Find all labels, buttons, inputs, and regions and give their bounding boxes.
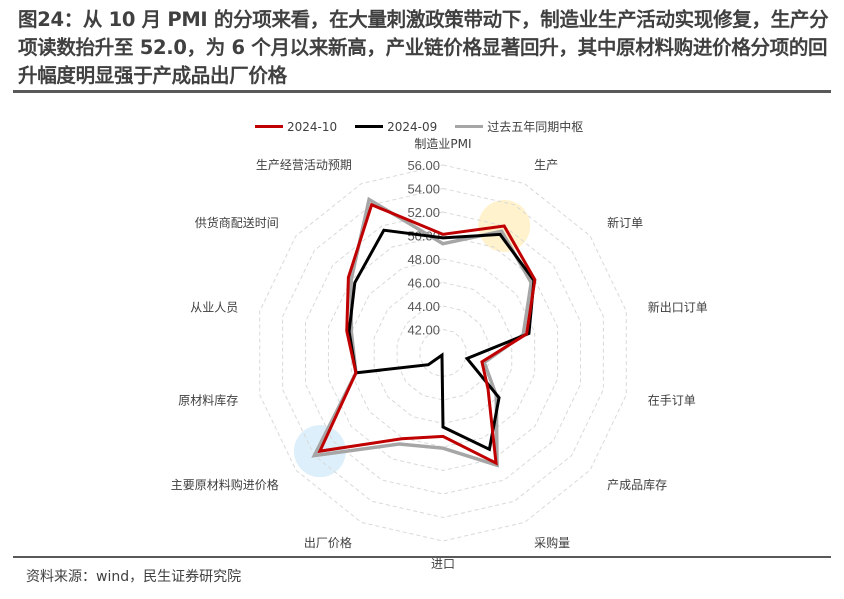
data-point	[427, 364, 429, 366]
category-label: 原材料库存	[178, 393, 238, 408]
figure-title: 图24：从 10 月 PMI 的分项来看，在大量刺激政策带动下，制造业生产活动实…	[18, 8, 829, 87]
grid-ring	[259, 164, 627, 542]
tick-label: 48.00	[407, 252, 440, 267]
legend-swatch	[355, 125, 384, 128]
category-label: 在手订单	[648, 394, 696, 408]
category-label: 供货商配送时间	[195, 215, 279, 230]
tick-label: 52.00	[407, 205, 440, 220]
category-label: 主要原材料购进价格	[171, 477, 279, 492]
category-label: 采购量	[534, 535, 570, 550]
legend-item-2024-09: 2024-09	[355, 118, 437, 135]
grid-ring	[282, 187, 604, 519]
data-point	[487, 388, 489, 390]
title-divider	[13, 90, 831, 93]
tick-label: 42.00	[407, 323, 440, 338]
category-label: 新出口订单	[648, 299, 708, 314]
legend-item-five-year: 过去五年同期中枢	[455, 118, 583, 135]
data-point	[313, 455, 315, 457]
data-point	[534, 279, 536, 281]
footer-divider	[13, 556, 831, 558]
data-point	[401, 438, 403, 440]
legend-swatch	[455, 125, 484, 128]
legend: 2024-10 2024-09 过去五年同期中枢	[255, 118, 583, 135]
category-label: 制造业PMI	[414, 137, 471, 151]
data-point	[481, 361, 483, 363]
data-point	[488, 448, 490, 450]
data-point	[503, 225, 505, 227]
series-line-2024-09	[347, 228, 536, 452]
category-label: 生产经营活动预期	[256, 158, 352, 172]
data-point	[350, 279, 352, 281]
data-point	[371, 204, 373, 206]
tick-label: 46.00	[407, 276, 440, 291]
data-point	[368, 198, 370, 200]
category-label: 新订单	[607, 215, 643, 230]
data-point	[350, 331, 352, 333]
data-point	[501, 230, 503, 232]
legend-label: 2024-10	[287, 119, 338, 134]
data-point	[354, 282, 356, 284]
data-point	[442, 237, 444, 239]
data-point	[347, 277, 349, 279]
category-label: 产成品库存	[607, 477, 667, 492]
category-label: 从业人员	[190, 300, 238, 314]
data-point	[526, 333, 528, 335]
data-point	[442, 435, 444, 437]
tick-label: 44.00	[407, 299, 440, 314]
data-point	[441, 354, 443, 356]
legend-label: 过去五年同期中枢	[487, 120, 584, 134]
grid-ring	[327, 234, 559, 472]
data-point	[498, 397, 500, 399]
data-point	[346, 330, 348, 332]
data-point	[466, 357, 468, 359]
data-point	[348, 331, 350, 333]
category-label: 生产	[534, 158, 558, 172]
data-point	[528, 332, 530, 334]
source-note: 资料来源：wind，民生证券研究院	[26, 569, 242, 585]
data-point	[442, 426, 444, 428]
legend-label: 2024-09	[387, 119, 438, 134]
data-point	[530, 282, 532, 284]
data-point	[398, 443, 400, 445]
tick-label: 56.00	[407, 158, 440, 173]
category-label: 进口	[431, 557, 455, 571]
data-point	[442, 243, 444, 245]
legend-item-2024-10: 2024-10	[255, 118, 337, 135]
data-point	[442, 447, 444, 449]
tick-label: 54.00	[407, 182, 440, 197]
legend-swatch	[255, 125, 283, 128]
data-point	[495, 462, 497, 464]
category-label: 出厂价格	[304, 535, 352, 550]
data-point	[499, 233, 501, 235]
data-point	[355, 372, 357, 374]
data-point	[319, 450, 321, 452]
data-point	[442, 233, 444, 235]
data-point	[383, 229, 385, 231]
